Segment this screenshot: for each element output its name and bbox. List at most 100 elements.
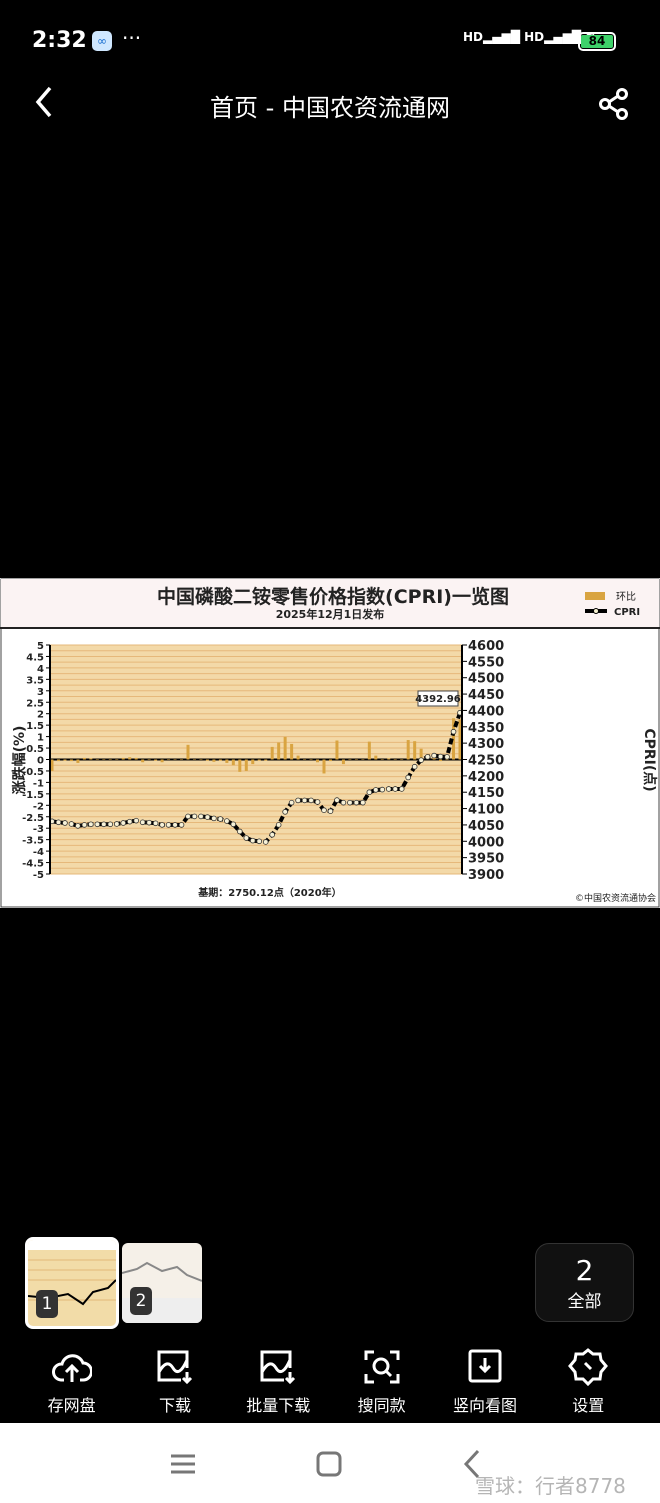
chart-image[interactable]: 中国磷酸二铵零售价格指数(CPRI)一览图 2025年12月1日发布 环比 CP… <box>0 578 660 908</box>
cpri-point <box>243 835 250 841</box>
cpri-point <box>353 799 360 806</box>
right-tick-label: 3900 <box>468 868 504 883</box>
cpri-point <box>139 819 146 826</box>
cpri-point <box>366 789 373 796</box>
bar <box>290 743 294 760</box>
bar <box>56 759 60 762</box>
callout-label: 4392.96 <box>415 694 461 705</box>
cpri-point <box>340 799 347 806</box>
bar <box>192 759 196 760</box>
back-button[interactable] <box>32 82 56 131</box>
bar <box>108 759 112 760</box>
cpri-point <box>373 787 379 793</box>
right-tick-label: 4250 <box>468 754 504 769</box>
cpri-point <box>211 815 217 822</box>
left-tick-label: 0 <box>37 756 44 767</box>
bar <box>173 759 177 760</box>
cpri-point <box>172 822 178 828</box>
cpri-point <box>55 819 62 826</box>
settings-icon <box>568 1348 609 1386</box>
cpri-point <box>113 821 120 827</box>
left-axis-label: 涨跌幅(%) <box>11 726 28 795</box>
vertical-view-button[interactable]: 竖向看图 <box>435 1348 535 1418</box>
cpri-point <box>282 809 288 815</box>
cpri-point <box>62 820 68 826</box>
back-nav-icon[interactable] <box>462 1449 482 1479</box>
home-icon[interactable] <box>316 1451 342 1477</box>
all-images-button[interactable]: 2 全部 <box>535 1243 634 1322</box>
bar <box>419 748 423 760</box>
bar <box>115 759 119 760</box>
bar <box>380 759 384 760</box>
thumbnail-index: 1 <box>36 1290 58 1318</box>
bar <box>374 755 378 760</box>
left-tick-label: -2.5 <box>22 813 44 824</box>
cpri-point <box>301 797 308 804</box>
cpri-point <box>159 822 165 828</box>
right-tick-label: 4000 <box>468 835 504 850</box>
cloud-upload-icon <box>51 1354 92 1382</box>
cpri-point <box>224 818 230 824</box>
chart-subtitle: 2025年12月1日发布 <box>276 607 385 621</box>
download-button[interactable]: 下载 <box>125 1348 225 1418</box>
menu-icon[interactable] <box>170 1453 196 1475</box>
bar <box>147 759 151 760</box>
bar <box>283 736 287 760</box>
bar <box>134 757 138 760</box>
bar <box>348 759 352 760</box>
right-tick-label: 4300 <box>468 737 504 752</box>
image-download-icon <box>157 1350 193 1385</box>
bar <box>212 759 216 762</box>
chart-title: 中国磷酸二铵零售价格指数(CPRI)一览图 <box>157 585 509 608</box>
left-tick-label: 5 <box>37 641 44 652</box>
cpri-point <box>411 763 418 770</box>
cpri-point <box>398 786 405 792</box>
thumbnail-1[interactable]: 1 <box>25 1237 119 1329</box>
right-tick-label: 4200 <box>468 770 504 785</box>
share-button[interactable] <box>598 88 630 124</box>
save-to-cloud-button[interactable]: 存网盘 <box>22 1348 122 1418</box>
cpri-point <box>327 808 334 814</box>
cpri-point <box>107 821 114 828</box>
cpri-point <box>405 774 411 781</box>
signal-icon: HD▂▄▆█ HD▂▄▆█ ≋ <box>463 30 596 44</box>
batch-download-button[interactable]: 批量下载 <box>228 1348 328 1418</box>
bar <box>121 757 125 760</box>
bar <box>89 758 93 760</box>
battery-icon: 84 <box>578 32 616 51</box>
cpri-point <box>230 821 237 828</box>
share-icon <box>599 88 628 120</box>
bar <box>458 719 462 760</box>
navigation-bar <box>0 1423 660 1503</box>
bar <box>361 759 365 760</box>
legend-bar-swatch <box>585 592 605 600</box>
cpri-point <box>191 813 198 820</box>
cpri-point <box>269 831 275 838</box>
left-tick-label: -3 <box>33 824 44 835</box>
bar <box>180 759 184 760</box>
cpri-point <box>204 814 211 820</box>
thumbnail-2[interactable]: 2 <box>122 1243 202 1323</box>
bar <box>406 740 410 760</box>
bar <box>160 759 164 763</box>
bar <box>244 759 248 771</box>
cpri-point <box>288 799 295 806</box>
cpri-point <box>450 728 457 735</box>
vertical-view-icon <box>468 1349 502 1383</box>
right-tick-label: 4600 <box>468 639 504 654</box>
bar <box>296 755 300 760</box>
right-tick-label: 3950 <box>468 852 504 867</box>
cpri-point <box>334 797 340 803</box>
chart-footer: 基期：2750.12点（2020年） <box>197 886 341 899</box>
cpri-point <box>126 818 133 825</box>
cpri-point <box>249 837 256 844</box>
cpri-point <box>256 838 263 845</box>
more-notifications-icon: ··· <box>122 26 142 50</box>
bar <box>335 740 339 760</box>
bar <box>63 759 67 761</box>
bar <box>95 759 99 760</box>
settings-button[interactable]: 设置 <box>538 1348 638 1418</box>
search-similar-button[interactable]: 搜同款 <box>332 1348 432 1418</box>
cpri-point <box>262 839 269 845</box>
bar <box>316 759 320 763</box>
